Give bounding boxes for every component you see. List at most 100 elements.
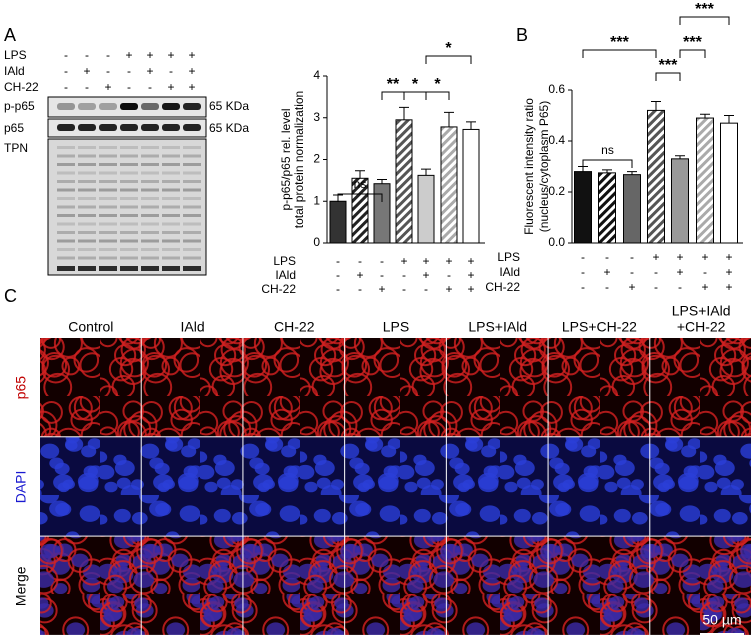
treatment-label: LPS <box>4 48 27 62</box>
band <box>162 266 180 271</box>
panel-label: B <box>516 25 528 45</box>
band <box>120 222 138 226</box>
treatment-sign: + <box>188 64 195 78</box>
treatment-sign: + <box>125 48 132 62</box>
treatment-sign: + <box>603 265 610 279</box>
treatment-sign: - <box>64 64 68 78</box>
treatment-sign: - <box>654 265 658 279</box>
band <box>183 171 201 175</box>
band <box>162 197 180 200</box>
significance-bracket <box>337 193 383 202</box>
band <box>120 214 138 217</box>
treatment-sign: - <box>106 48 110 62</box>
band <box>120 248 138 251</box>
treatment-sign: - <box>380 254 384 268</box>
band <box>141 231 159 234</box>
treatment-sign: + <box>467 254 474 268</box>
micrograph <box>40 536 141 635</box>
treatment-sign: + <box>676 250 683 264</box>
band <box>141 239 159 243</box>
treatment-sign: - <box>447 268 451 282</box>
row-label: Merge <box>13 566 29 606</box>
treatment-label: IAld <box>499 265 520 279</box>
treatment-sign: + <box>676 265 683 279</box>
band <box>57 197 75 200</box>
band <box>99 171 117 175</box>
band <box>99 266 117 271</box>
significance-label: * <box>412 76 419 93</box>
micrograph <box>548 338 650 437</box>
band <box>78 248 96 251</box>
significance-bracket <box>425 91 450 100</box>
treatment-sign: - <box>581 280 585 294</box>
band <box>141 124 159 131</box>
y-tick-label: 2 <box>313 152 320 166</box>
significance-label: *** <box>610 34 629 51</box>
band <box>120 266 138 271</box>
column-label: LPS+CH-22 <box>562 319 637 335</box>
treatment-sign: + <box>652 250 659 264</box>
treatment-label: LPS <box>273 254 296 268</box>
band <box>162 256 180 260</box>
treatment-sign: - <box>358 254 362 268</box>
band <box>57 188 75 192</box>
bar <box>373 183 391 244</box>
treatment-sign: - <box>106 64 110 78</box>
significance-bracket <box>655 72 681 81</box>
band-label: p-p65 <box>4 99 35 113</box>
y-tick-label: 0.2 <box>548 184 565 198</box>
band <box>57 256 75 260</box>
band <box>99 103 117 110</box>
band <box>99 197 117 200</box>
treatment-sign: - <box>581 250 585 264</box>
micrograph <box>40 437 141 536</box>
band <box>99 214 117 217</box>
scale-label: 50 µm <box>702 612 741 628</box>
treatment-sign: - <box>358 282 362 296</box>
band <box>78 188 96 192</box>
band <box>162 124 180 131</box>
micrograph <box>548 437 650 536</box>
band <box>183 180 201 183</box>
band <box>78 231 96 234</box>
band <box>57 154 75 158</box>
band <box>141 103 159 110</box>
band <box>120 205 138 209</box>
band <box>57 214 75 217</box>
band <box>99 124 117 131</box>
band-size: 65 KDa <box>209 121 249 135</box>
band <box>183 188 201 192</box>
band <box>78 197 96 200</box>
column-label: LPS+IAld <box>468 319 527 335</box>
error-bar <box>651 100 661 111</box>
micrograph <box>345 437 446 536</box>
treatment-label: CH-22 <box>261 282 296 296</box>
treatment-sign: + <box>400 254 407 268</box>
treatment-sign: - <box>336 268 340 282</box>
band <box>99 248 117 251</box>
band-label: TPN <box>4 141 28 155</box>
band <box>141 205 159 209</box>
band <box>162 103 180 110</box>
treatment-sign: + <box>467 282 474 296</box>
band <box>141 256 159 260</box>
band <box>183 124 201 131</box>
band <box>183 266 201 271</box>
significance-bracket <box>582 49 657 58</box>
bar <box>671 158 689 244</box>
band <box>162 180 180 183</box>
treatment-sign: + <box>378 282 385 296</box>
band <box>120 154 138 158</box>
treatment-sign: - <box>380 268 384 282</box>
micrograph <box>40 338 141 437</box>
treatment-sign: - <box>402 268 406 282</box>
treatment-sign: + <box>467 268 474 282</box>
significance-bracket <box>582 159 633 168</box>
y-tick-label: 4 <box>313 68 320 82</box>
band <box>162 239 180 243</box>
treatment-sign: + <box>167 48 174 62</box>
column-label: IAld <box>181 319 205 335</box>
y-tick-label: 0.0 <box>548 235 565 249</box>
panel-label: A <box>4 25 16 45</box>
